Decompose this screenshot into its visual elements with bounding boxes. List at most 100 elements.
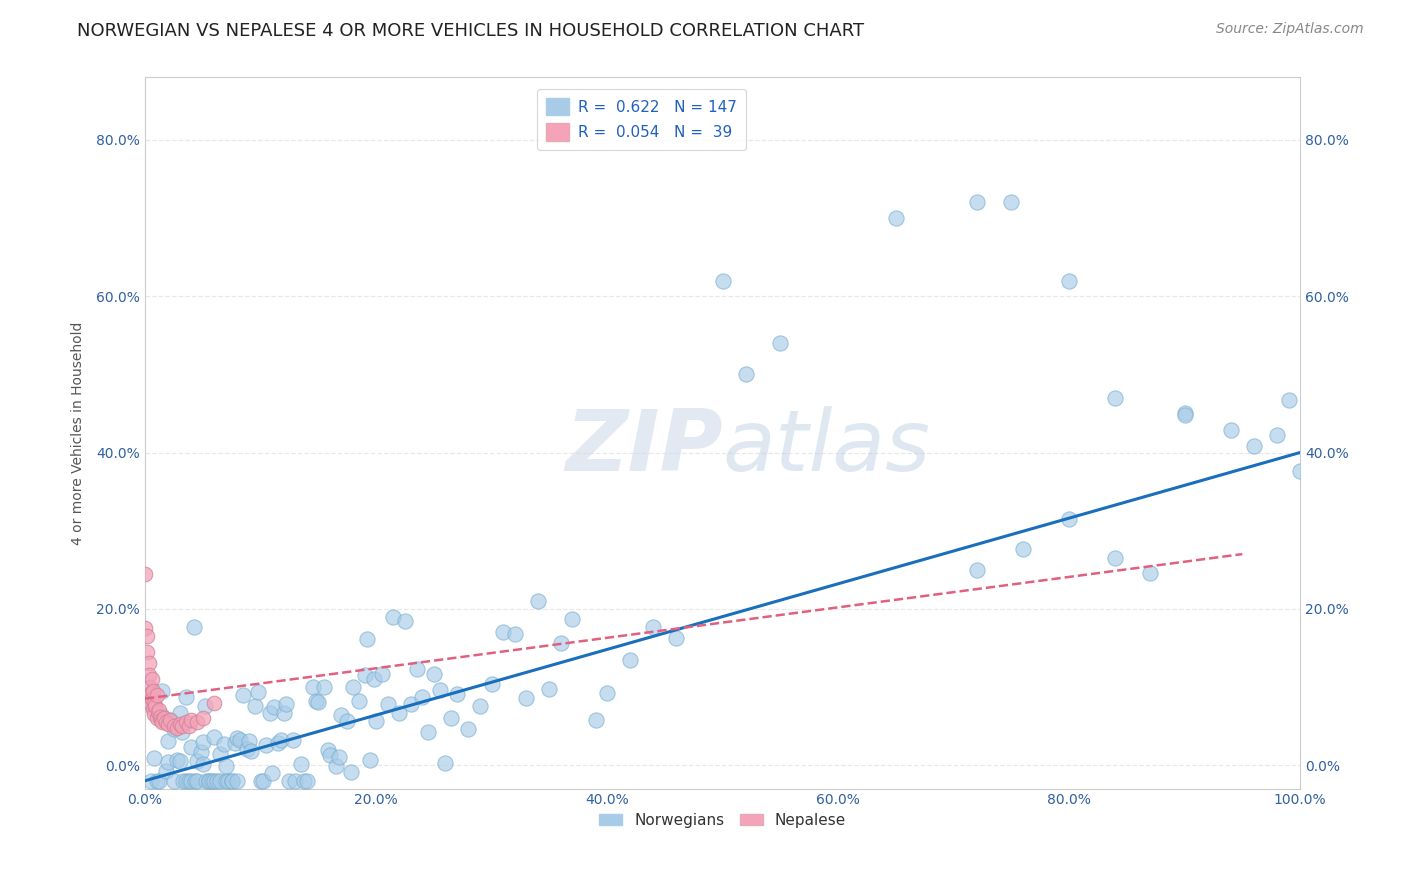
- Point: [235, 741, 257, 756]
- Point: [1104, 391, 1126, 405]
- Point: [238, 733, 260, 747]
- Point: [249, 773, 271, 788]
- Point: [339, 765, 361, 780]
- Point: [295, 773, 318, 788]
- Point: [180, 713, 202, 727]
- Point: [221, 773, 243, 788]
- Point: [163, 773, 186, 788]
- Point: [202, 696, 225, 710]
- Point: [1174, 408, 1197, 422]
- Point: [194, 698, 217, 713]
- Point: [966, 564, 988, 578]
- Point: [134, 688, 156, 702]
- Point: [434, 756, 457, 770]
- Point: [1139, 566, 1161, 580]
- Point: [1219, 423, 1241, 437]
- Text: Source: ZipAtlas.com: Source: ZipAtlas.com: [1216, 22, 1364, 37]
- Point: [429, 683, 451, 698]
- Point: [169, 754, 191, 768]
- Point: [243, 699, 266, 714]
- Point: [138, 657, 160, 671]
- Point: [481, 677, 503, 691]
- Text: NORWEGIAN VS NEPALESE 4 OR MORE VEHICLES IN HOUSEHOLD CORRELATION CHART: NORWEGIAN VS NEPALESE 4 OR MORE VEHICLES…: [77, 22, 865, 40]
- Point: [446, 686, 468, 700]
- Point: [1277, 392, 1299, 407]
- Point: [197, 773, 219, 788]
- Point: [336, 714, 359, 728]
- Point: [136, 645, 159, 659]
- Point: [157, 755, 180, 769]
- Point: [1057, 512, 1080, 526]
- Point: [172, 773, 194, 788]
- Point: [159, 713, 181, 727]
- Point: [139, 773, 162, 788]
- Point: [342, 680, 364, 694]
- Point: [146, 705, 169, 719]
- Point: [191, 711, 214, 725]
- Point: [263, 699, 285, 714]
- Point: [290, 757, 312, 772]
- Point: [347, 694, 370, 708]
- Point: [139, 686, 162, 700]
- Point: [247, 684, 270, 698]
- Point: [163, 723, 186, 737]
- Point: [284, 773, 307, 788]
- Point: [209, 773, 232, 788]
- Point: [281, 732, 304, 747]
- Point: [371, 667, 394, 681]
- Point: [191, 735, 214, 749]
- Point: [619, 653, 641, 667]
- Point: [217, 773, 239, 788]
- Point: [174, 690, 197, 705]
- Point: [457, 722, 479, 736]
- Point: [184, 773, 207, 788]
- Point: [145, 688, 167, 702]
- Point: [138, 690, 160, 704]
- Point: [139, 697, 162, 711]
- Point: [307, 695, 329, 709]
- Point: [359, 753, 381, 767]
- Point: [278, 773, 301, 788]
- Point: [201, 773, 224, 788]
- Point: [259, 706, 281, 720]
- Point: [166, 721, 188, 735]
- Point: [145, 711, 167, 725]
- Point: [643, 620, 665, 634]
- Point: [143, 750, 166, 764]
- Point: [966, 195, 988, 210]
- Point: [197, 773, 219, 788]
- Point: [1000, 195, 1022, 210]
- Point: [138, 668, 160, 682]
- Point: [423, 666, 446, 681]
- Point: [152, 709, 174, 723]
- Point: [274, 697, 297, 711]
- Point: [155, 715, 177, 730]
- Point: [143, 707, 166, 722]
- Point: [363, 672, 385, 686]
- Point: [468, 699, 491, 714]
- Point: [356, 632, 378, 647]
- Point: [226, 731, 249, 746]
- Point: [416, 725, 439, 739]
- Point: [159, 713, 181, 727]
- Point: [330, 708, 353, 723]
- Point: [1174, 407, 1197, 421]
- Point: [492, 624, 515, 639]
- Point: [170, 719, 193, 733]
- Point: [212, 737, 235, 751]
- Point: [155, 764, 177, 778]
- Point: [399, 697, 422, 711]
- Point: [316, 743, 339, 757]
- Point: [314, 680, 336, 694]
- Point: [142, 702, 165, 716]
- Text: ZIP: ZIP: [565, 406, 723, 489]
- Point: [1289, 465, 1312, 479]
- Point: [515, 690, 537, 705]
- Point: [205, 773, 228, 788]
- Point: [377, 697, 399, 711]
- Point: [166, 753, 188, 767]
- Point: [769, 336, 792, 351]
- Text: atlas: atlas: [723, 406, 931, 489]
- Point: [145, 699, 167, 714]
- Point: [163, 719, 186, 733]
